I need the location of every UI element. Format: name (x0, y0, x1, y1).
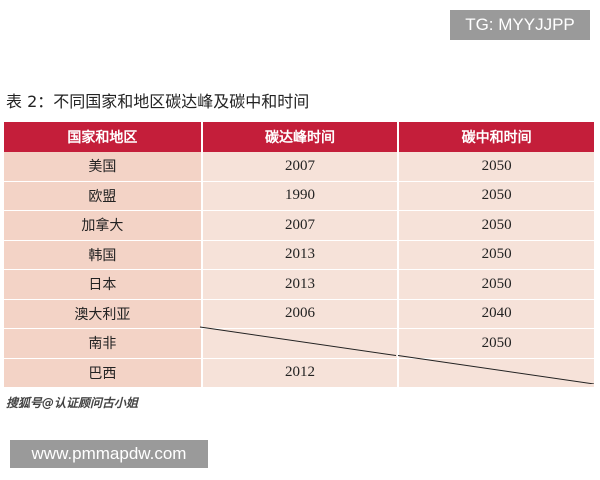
neutral-year-cell: 2050 (397, 152, 594, 182)
url-watermark: www.pmmapdw.com (10, 440, 208, 468)
neutral-year-cell: 2050 (397, 240, 594, 270)
table-header-row: 国家和地区 碳达峰时间 碳中和时间 (4, 122, 594, 152)
region-cell: 欧盟 (4, 181, 201, 211)
region-cell: 澳大利亚 (4, 299, 201, 329)
table-row: 巴西 2012 (4, 358, 594, 388)
header-peak-time: 碳达峰时间 (200, 122, 398, 152)
header-neutral-time: 碳中和时间 (397, 122, 594, 152)
carbon-timeline-table: 国家和地区 碳达峰时间 碳中和时间 美国 2007 2050 欧盟 1990 2… (4, 122, 594, 388)
region-cell: 加拿大 (4, 211, 201, 241)
table-container: 国家和地区 碳达峰时间 碳中和时间 美国 2007 2050 欧盟 1990 2… (4, 122, 594, 388)
region-cell: 南非 (4, 329, 201, 359)
neutral-year-cell: 2050 (397, 181, 594, 211)
table-row: 美国 2007 2050 (4, 152, 594, 182)
peak-year-cell-empty (200, 329, 398, 359)
peak-year-cell: 2012 (200, 358, 398, 388)
peak-year-cell: 1990 (200, 181, 398, 211)
region-cell: 日本 (4, 270, 201, 300)
region-cell: 韩国 (4, 240, 201, 270)
neutral-year-cell: 2050 (397, 270, 594, 300)
table-row: 日本 2013 2050 (4, 270, 594, 300)
table-caption: 表 2：不同国家和地区碳达峰及碳中和时间 (6, 92, 310, 111)
source-credit: 搜狐号@认证顾问古小姐 (6, 396, 139, 410)
neutral-year-cell: 2040 (397, 299, 594, 329)
table-row: 加拿大 2007 2050 (4, 211, 594, 241)
header-region: 国家和地区 (4, 122, 201, 152)
peak-year-cell: 2013 (200, 240, 398, 270)
neutral-year-cell: 2050 (397, 329, 594, 359)
neutral-year-cell: 2050 (397, 211, 594, 241)
peak-year-cell: 2007 (200, 211, 398, 241)
neutral-year-cell-empty (397, 358, 594, 388)
region-cell: 美国 (4, 152, 201, 182)
table-row: 韩国 2013 2050 (4, 240, 594, 270)
peak-year-cell: 2013 (200, 270, 398, 300)
peak-year-cell: 2006 (200, 299, 398, 329)
table-row: 澳大利亚 2006 2040 (4, 299, 594, 329)
table-row: 欧盟 1990 2050 (4, 181, 594, 211)
tg-watermark: TG: MYYJJPP (450, 10, 590, 40)
peak-year-cell: 2007 (200, 152, 398, 182)
region-cell: 巴西 (4, 358, 201, 388)
table-row: 南非 2050 (4, 329, 594, 359)
